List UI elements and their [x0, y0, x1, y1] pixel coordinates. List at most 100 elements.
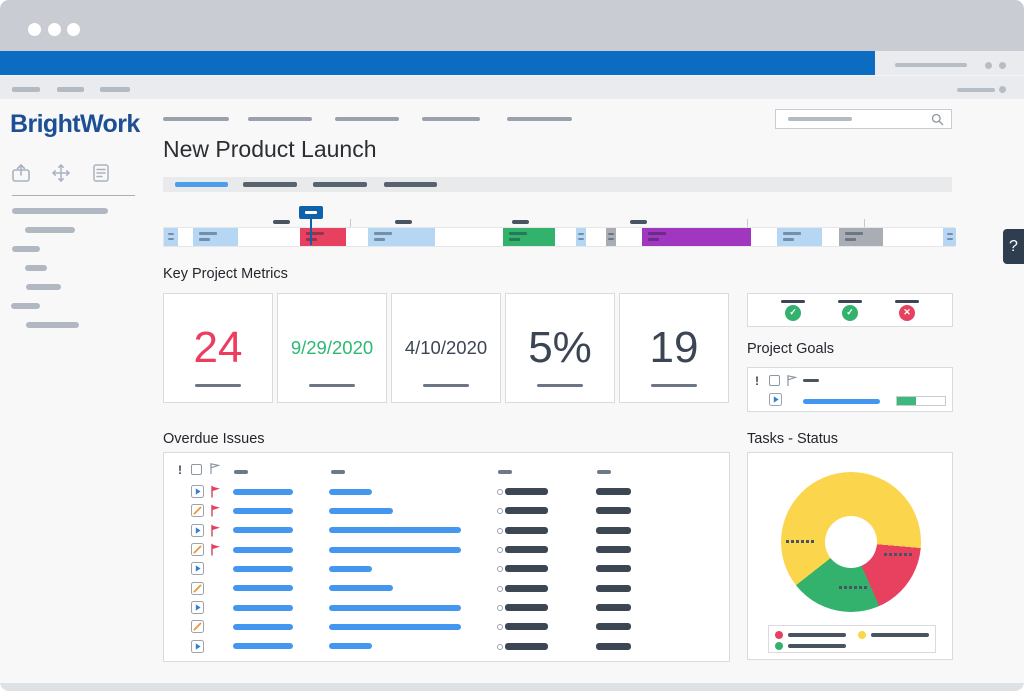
- toolbar-button-skeleton[interactable]: [243, 182, 297, 187]
- gantt-segment[interactable]: [503, 228, 555, 246]
- red-flag-icon: [210, 485, 221, 503]
- due-date-bar: [596, 642, 631, 650]
- metric-card[interactable]: 4/10/2020: [391, 293, 501, 403]
- play-icon[interactable]: [769, 393, 782, 411]
- sidebar-nav-skeleton[interactable]: [12, 246, 40, 252]
- metric-card[interactable]: 19: [619, 293, 729, 403]
- gantt-segment[interactable]: [777, 228, 822, 246]
- suite-bar: [0, 51, 875, 75]
- document-icon[interactable]: [90, 162, 112, 184]
- ribbon-dot[interactable]: [999, 86, 1006, 93]
- gantt-segment[interactable]: [839, 228, 883, 246]
- segment-dash: [306, 232, 324, 235]
- play-icon[interactable]: [191, 523, 204, 537]
- assignee-avatar-circle: [497, 527, 503, 534]
- table-row[interactable]: [164, 521, 729, 540]
- top-nav-skeleton-link[interactable]: [248, 117, 312, 121]
- assignee-avatar-circle: [497, 585, 503, 592]
- sidebar-nav-skeleton[interactable]: [26, 284, 61, 290]
- gantt-segment[interactable]: [164, 228, 178, 246]
- table-row[interactable]: [164, 559, 729, 578]
- assignee-bar: [505, 488, 548, 495]
- checkbox-column-icon[interactable]: [769, 375, 780, 386]
- table-row[interactable]: [164, 482, 729, 501]
- metric-card[interactable]: 9/29/2020: [277, 293, 387, 403]
- chrome-dot[interactable]: [985, 62, 992, 69]
- edit-icon[interactable]: [191, 543, 204, 557]
- checkbox-column-icon[interactable]: [191, 464, 202, 475]
- tab-skeleton-bar[interactable]: [12, 87, 40, 92]
- issue-detail-bar: [329, 604, 461, 611]
- gantt-segment[interactable]: [300, 228, 346, 246]
- table-row[interactable]: [164, 637, 729, 656]
- gantt-segment[interactable]: [642, 228, 751, 246]
- window-control-dot[interactable]: [28, 23, 41, 36]
- legend-dot: [775, 631, 783, 639]
- play-icon[interactable]: [191, 562, 204, 576]
- donut-hole: [825, 516, 877, 568]
- segment-dash: [168, 233, 174, 235]
- sidebar-nav-skeleton[interactable]: [25, 227, 75, 233]
- play-icon[interactable]: [191, 639, 204, 653]
- metric-value: 4/10/2020: [404, 337, 488, 358]
- assignee-bar: [505, 623, 548, 631]
- top-nav-skeleton-link[interactable]: [507, 117, 572, 121]
- metric-card[interactable]: 5%: [505, 293, 615, 403]
- page-title: New Product Launch: [163, 136, 377, 162]
- table-row[interactable]: [164, 501, 729, 520]
- table-row[interactable]: [164, 540, 729, 559]
- toolbar-button-skeleton[interactable]: [175, 182, 228, 187]
- upload-icon[interactable]: [10, 162, 32, 184]
- tab-skeleton-bar[interactable]: [100, 87, 130, 92]
- window-control-dot[interactable]: [48, 23, 61, 36]
- edit-icon[interactable]: [191, 504, 204, 518]
- sidebar-nav-skeleton[interactable]: [12, 208, 108, 214]
- segment-dash: [199, 232, 217, 235]
- segment-dash: [608, 233, 614, 235]
- chrome-dot[interactable]: [999, 62, 1006, 69]
- column-header-dash: [331, 470, 345, 474]
- window-control-dot[interactable]: [67, 23, 80, 36]
- timeline-tick: [864, 219, 865, 227]
- move-icon[interactable]: [50, 162, 72, 184]
- search-input[interactable]: [775, 109, 952, 129]
- gantt-segment[interactable]: [576, 228, 586, 246]
- goals-header-dash: [803, 379, 819, 382]
- table-row[interactable]: [164, 598, 729, 617]
- tab-skeleton-bar[interactable]: [57, 87, 84, 92]
- segment-dash: [783, 238, 794, 241]
- issue-title-bar: [233, 585, 293, 592]
- metric-value: 24: [193, 323, 243, 372]
- gantt-segment[interactable]: [943, 228, 956, 246]
- top-nav-skeleton-link[interactable]: [335, 117, 399, 121]
- gantt-segment[interactable]: [606, 228, 616, 246]
- help-button[interactable]: ?: [1003, 229, 1024, 264]
- segment-dash: [608, 238, 614, 240]
- sidebar-nav-skeleton[interactable]: [26, 322, 79, 328]
- sidebar-nav-skeleton[interactable]: [25, 265, 47, 271]
- issue-title-bar: [233, 507, 293, 514]
- segment-dash: [946, 238, 953, 240]
- assignee-avatar-circle: [497, 489, 503, 495]
- sidebar-nav-skeleton[interactable]: [11, 303, 40, 309]
- play-icon[interactable]: [191, 485, 204, 498]
- gantt-segment[interactable]: [193, 228, 238, 246]
- search-placeholder-bar: [788, 117, 852, 121]
- issue-title-bar: [233, 488, 293, 495]
- milestone-marker[interactable]: [299, 206, 323, 219]
- table-row[interactable]: [164, 617, 729, 636]
- segment-dash: [578, 233, 584, 235]
- edit-icon[interactable]: [191, 620, 204, 634]
- edit-icon[interactable]: [191, 581, 204, 595]
- top-nav-skeleton-link[interactable]: [422, 117, 480, 121]
- due-date-bar: [596, 546, 631, 554]
- toolbar-button-skeleton[interactable]: [313, 182, 367, 187]
- top-nav-skeleton-link[interactable]: [163, 117, 229, 121]
- table-row[interactable]: [164, 579, 729, 598]
- play-icon[interactable]: [191, 601, 204, 615]
- timeline-tick: [747, 219, 748, 227]
- metric-card[interactable]: 24: [163, 293, 273, 403]
- search-icon[interactable]: [931, 113, 944, 126]
- toolbar-button-skeleton[interactable]: [384, 182, 437, 187]
- gantt-segment[interactable]: [368, 228, 435, 246]
